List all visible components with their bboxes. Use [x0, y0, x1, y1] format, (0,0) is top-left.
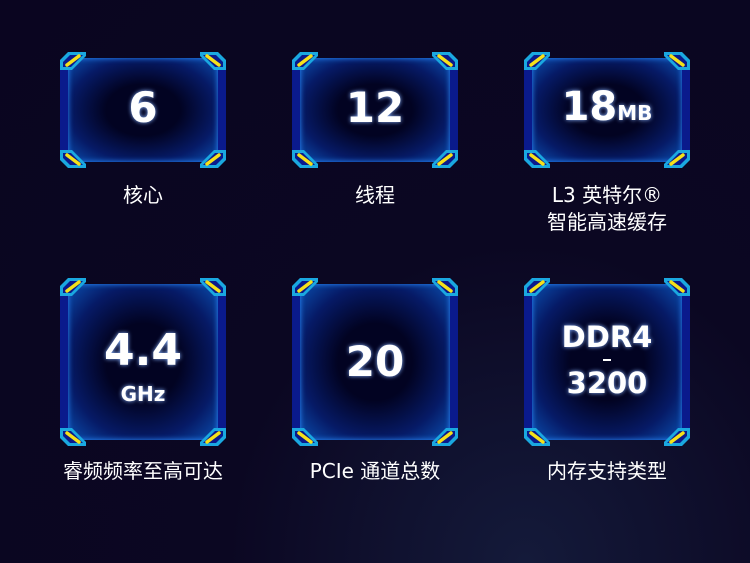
spec-frame: 4.4 GHz — [60, 278, 226, 446]
spec-frame: DDR4 3200 — [524, 278, 690, 446]
spec-value: 4.4 — [104, 325, 182, 376]
corner-bracket-icon — [664, 428, 690, 446]
corner-bracket-icon — [200, 428, 226, 446]
corner-bracket-icon — [524, 52, 550, 70]
spec-value: DDR4 — [561, 320, 653, 354]
spec-label-line: L3 英特尔® — [551, 183, 663, 207]
spec-label-line: PCIe 通道总数 — [309, 459, 441, 483]
corner-bracket-icon — [432, 278, 458, 296]
glow-panel — [68, 284, 218, 440]
corner-bracket-icon — [432, 428, 458, 446]
glow-panel — [532, 284, 682, 440]
spec-label: 核心 — [32, 182, 254, 209]
spec-label-line: 内存支持类型 — [547, 459, 667, 483]
corner-bracket-icon — [432, 150, 458, 168]
corner-bracket-icon — [524, 428, 550, 446]
corner-bracket-icon — [60, 52, 86, 70]
corner-bracket-icon — [292, 428, 318, 446]
frame-bar — [292, 70, 302, 150]
corner-bracket-icon — [292, 150, 318, 168]
spec-frame: 20 — [292, 278, 458, 446]
corner-bracket-icon — [432, 52, 458, 70]
corner-bracket-icon — [200, 150, 226, 168]
corner-bracket-icon — [60, 278, 86, 296]
spec-frame: 12 — [292, 52, 458, 168]
spec-frame: 6 — [60, 52, 226, 168]
spec-unit: GHz — [120, 382, 166, 406]
spec-number: 18 — [561, 84, 618, 130]
glow-panel — [68, 58, 218, 162]
corner-bracket-icon — [664, 278, 690, 296]
corner-bracket-icon — [60, 428, 86, 446]
frame-bar — [60, 296, 70, 428]
spec-label-line: 线程 — [355, 183, 395, 207]
spec-unit: 3200 — [566, 366, 648, 400]
corner-bracket-icon — [664, 150, 690, 168]
spec-label: PCIe 通道总数 — [264, 458, 486, 485]
glow-panel — [300, 58, 450, 162]
corner-bracket-icon — [664, 52, 690, 70]
glow-panel — [300, 284, 450, 440]
frame-bar — [216, 70, 226, 150]
spec-label-line: 睿频频率至高可达 — [63, 459, 223, 483]
corner-bracket-icon — [200, 52, 226, 70]
spec-value: 12 — [345, 83, 405, 132]
frame-bar — [292, 296, 302, 428]
spec-value: 6 — [128, 83, 158, 132]
spec-label-line: 智能高速缓存 — [547, 210, 667, 234]
frame-bar — [60, 70, 70, 150]
frame-bar — [448, 70, 458, 150]
corner-bracket-icon — [292, 278, 318, 296]
spec-value: 18MB — [524, 82, 690, 138]
frame-bar — [448, 296, 458, 428]
corner-bracket-icon — [292, 52, 318, 70]
spec-label: 睿频频率至高可达 — [32, 458, 254, 485]
spec-label-line: 核心 — [123, 183, 163, 207]
spec-frame: 18MB — [524, 52, 690, 168]
frame-bar — [680, 296, 690, 428]
glow-panel — [532, 58, 682, 162]
spec-label: 内存支持类型 — [496, 458, 718, 485]
spec-value: 20 — [345, 337, 405, 386]
frame-bar — [680, 70, 690, 150]
corner-bracket-icon — [60, 150, 86, 168]
dash-divider — [603, 359, 611, 361]
corner-bracket-icon — [524, 278, 550, 296]
spec-unit: MB — [617, 101, 653, 125]
spec-label: L3 英特尔® 智能高速缓存 — [496, 182, 718, 236]
corner-bracket-icon — [524, 150, 550, 168]
frame-bar — [524, 70, 534, 150]
frame-bar — [524, 296, 534, 428]
corner-bracket-icon — [200, 278, 226, 296]
spec-label: 线程 — [264, 182, 486, 209]
frame-bar — [216, 296, 226, 428]
